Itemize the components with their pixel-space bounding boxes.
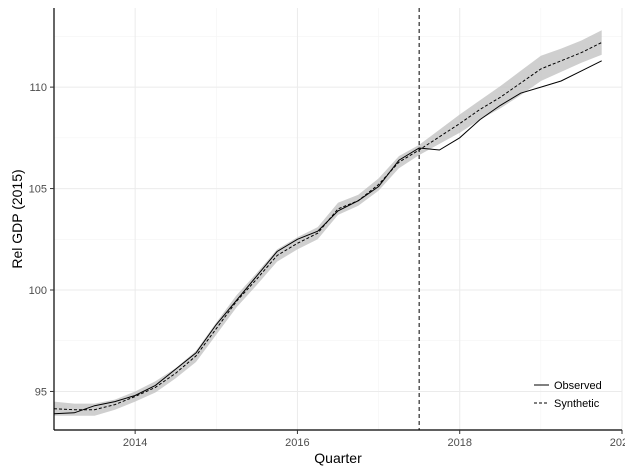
- synthetic-line: [53, 42, 602, 411]
- grid-major: [54, 8, 623, 430]
- y-tick-label: 105: [29, 184, 47, 196]
- legend-label-observed: Observed: [554, 380, 602, 392]
- x-axis-title: Quarter: [314, 450, 362, 466]
- y-axis-title: Rel GDP (2015): [9, 169, 25, 268]
- y-tick-label: 95: [35, 386, 47, 398]
- y-tick-label: 110: [29, 82, 47, 94]
- x-axis-ticks: 2014 2016 2018 2020: [123, 430, 625, 449]
- legend-label-synthetic: Synthetic: [554, 398, 600, 410]
- x-tick-label: 2018: [447, 437, 471, 449]
- synthetic-confidence-band: [54, 30, 602, 416]
- x-tick-label: 2020: [610, 437, 625, 449]
- y-axis-ticks: 95 100 105 110: [29, 82, 54, 398]
- y-tick-label: 100: [29, 285, 47, 297]
- x-tick-label: 2016: [285, 437, 309, 449]
- observed-line: [53, 60, 602, 415]
- legend: Observed Synthetic: [534, 380, 602, 410]
- x-tick-label: 2014: [123, 437, 147, 449]
